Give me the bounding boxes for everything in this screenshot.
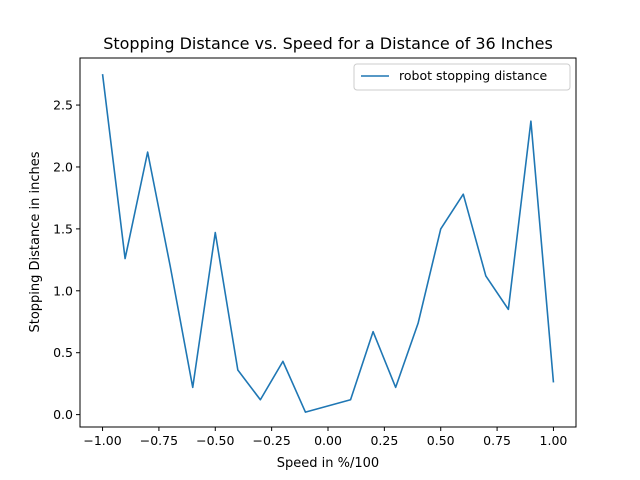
x-tick-label: 0.00 (314, 433, 342, 448)
y-tick-label: 2.0 (53, 159, 73, 174)
x-tick-label: −0.25 (252, 433, 290, 448)
x-tick-label: 0.50 (427, 433, 455, 448)
y-axis-ticks: 0.0 0.5 1.0 1.5 2.0 2.5 (53, 98, 80, 422)
legend: robot stopping distance (353, 63, 571, 91)
y-tick-label: 0.0 (53, 407, 73, 422)
x-tick-label: 0.25 (370, 433, 398, 448)
series-line-robot-stopping-distance (101, 74, 555, 413)
axes-frame (79, 57, 577, 428)
x-tick-label: 0.75 (483, 433, 511, 448)
x-axis-label: Speed in %/100 (277, 456, 379, 471)
legend-label: robot stopping distance (399, 68, 547, 83)
legend-box (353, 63, 571, 91)
chart-title: Stopping Distance vs. Speed for a Distan… (103, 34, 553, 53)
y-tick-label: 0.5 (53, 345, 73, 360)
x-tick-label: −1.00 (83, 433, 121, 448)
x-tick-label: −0.75 (140, 433, 178, 448)
x-tick-label: 1.00 (540, 433, 568, 448)
y-tick-label: 1.5 (53, 221, 73, 236)
x-tick-label: −0.50 (196, 433, 234, 448)
y-tick-label: 2.5 (53, 98, 73, 113)
x-axis-ticks: −1.00 −0.75 −0.50 −0.25 0.00 0.25 0.50 0.75 1.00 (83, 427, 567, 448)
y-tick-label: 1.0 (53, 283, 73, 298)
series-lines (101, 74, 555, 413)
y-axis-label: Stopping Distance in inches (28, 151, 43, 332)
